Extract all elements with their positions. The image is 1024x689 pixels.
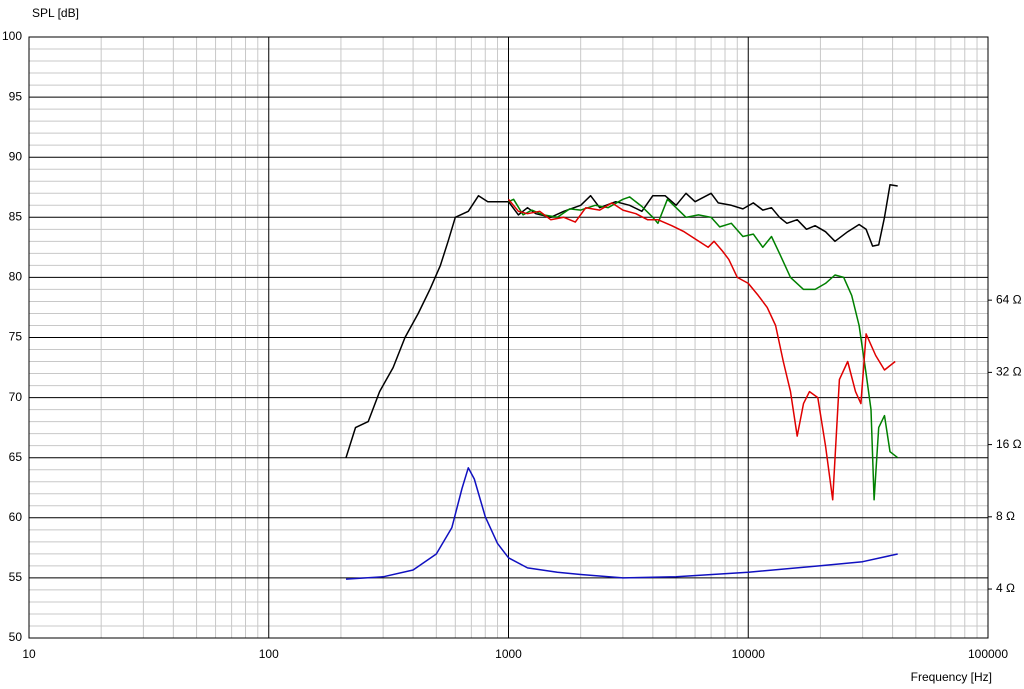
x-tick-label: 10 — [22, 647, 36, 661]
y-tick-label: 80 — [9, 270, 23, 284]
x-tick-label: 10000 — [732, 647, 766, 661]
x-tick-label: 100000 — [968, 647, 1008, 661]
series-line — [345, 184, 898, 458]
series-line — [507, 198, 896, 501]
y-tick-label: 95 — [9, 89, 23, 103]
y-tick-label: 60 — [9, 510, 23, 524]
y2-tick-label: 64 Ω — [996, 292, 1022, 306]
y2-tick-label: 8 Ω — [996, 509, 1015, 523]
plot-frame — [28, 36, 989, 639]
y-tick-label: 50 — [9, 630, 23, 644]
y-tick-label: 70 — [9, 390, 23, 404]
y-tick-label: 85 — [9, 209, 23, 223]
y-tick-label: 65 — [9, 450, 23, 464]
x-tick-label: 100 — [259, 647, 279, 661]
y-axis-label: SPL [dB] — [32, 6, 79, 20]
y-tick-label: 75 — [9, 330, 23, 344]
x-axis-label: Frequency [Hz] — [911, 670, 992, 684]
y-tick-label: 100 — [2, 29, 22, 43]
y2-tick-label: 4 Ω — [996, 581, 1015, 595]
y2-tick-label: 16 Ω — [996, 437, 1022, 451]
series-line — [345, 467, 898, 580]
x-tick-label: 1000 — [495, 647, 522, 661]
y-tick-label: 55 — [9, 570, 23, 584]
y-tick-label: 90 — [9, 149, 23, 163]
series-line — [508, 196, 899, 501]
y2-tick-label: 32 Ω — [996, 365, 1022, 379]
